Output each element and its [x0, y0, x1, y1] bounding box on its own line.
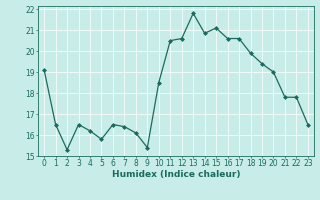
X-axis label: Humidex (Indice chaleur): Humidex (Indice chaleur)	[112, 170, 240, 179]
